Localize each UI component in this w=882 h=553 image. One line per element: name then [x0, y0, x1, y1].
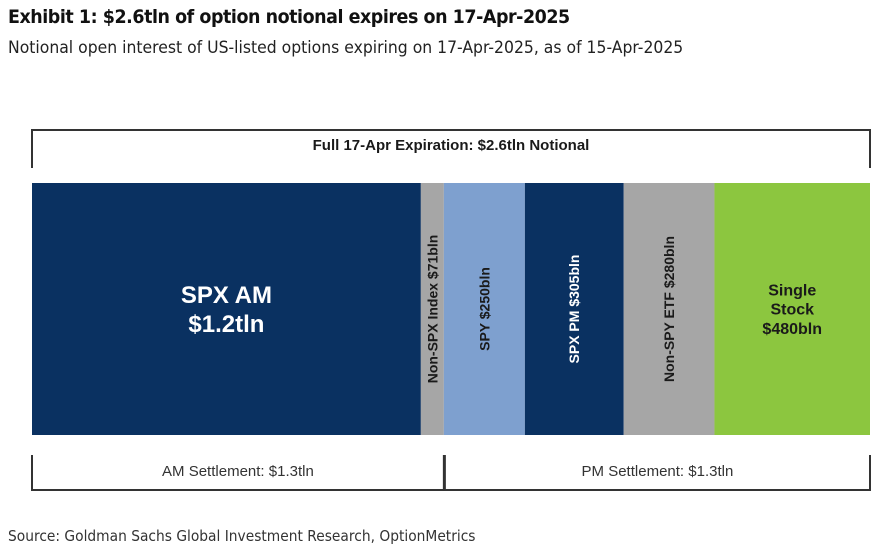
- bottom-bracket: [443, 455, 871, 491]
- segment-label: $480bln: [762, 321, 822, 338]
- segment-label: Non-SPX Index $71bln: [424, 235, 440, 384]
- bar-segment: [524, 183, 624, 435]
- chart-subtitle: Notional open interest of US-listed opti…: [8, 38, 684, 58]
- bar-segment: [443, 183, 525, 435]
- source-note: Source: Goldman Sachs Global Investment …: [8, 527, 476, 545]
- bar-segment: [32, 183, 421, 435]
- segment-label: $1.2tln: [188, 311, 264, 338]
- top-bracket: [31, 129, 871, 168]
- segment-label: SPX AM: [181, 282, 272, 309]
- segment-label: SPY $250bln: [476, 267, 492, 351]
- bar-segment: [420, 183, 444, 435]
- segment-label: Single: [768, 282, 816, 299]
- bar-segment: [623, 183, 715, 435]
- chart-title: Exhibit 1: $2.6tln of option notional ex…: [8, 6, 570, 28]
- bottom-bracket-label: AM Settlement: $1.3tln: [162, 463, 314, 480]
- segment-label: Non-SPY ETF $280bln: [661, 236, 677, 382]
- top-bracket-label: Full 17-Apr Expiration: $2.6tln Notional: [313, 137, 590, 154]
- bar-segment: [714, 183, 870, 435]
- segment-label: SPX PM $305bln: [566, 255, 582, 364]
- segment-label: Stock: [770, 302, 814, 319]
- bottom-bracket-label: PM Settlement: $1.3tln: [582, 463, 734, 480]
